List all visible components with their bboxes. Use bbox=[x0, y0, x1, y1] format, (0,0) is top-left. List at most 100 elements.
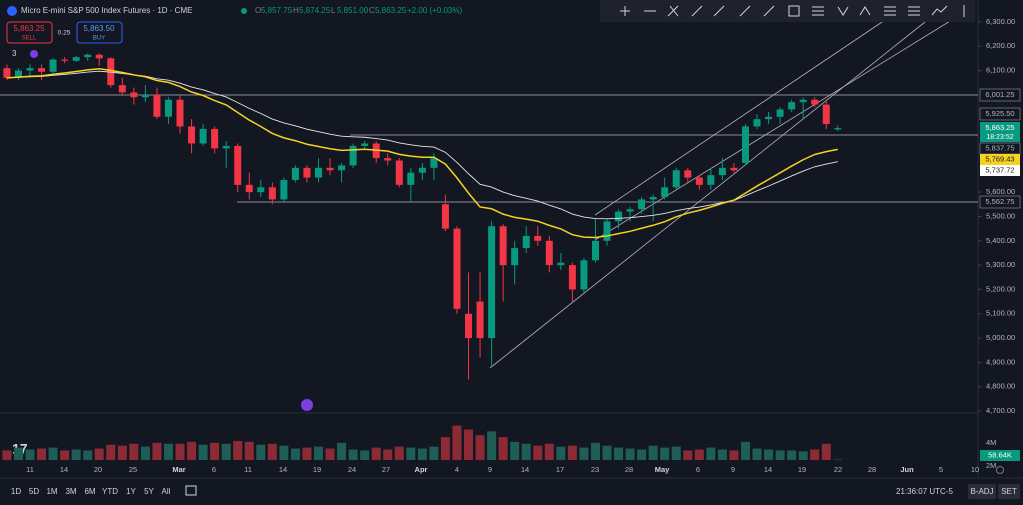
time-tick-label: 28 bbox=[868, 465, 876, 474]
candle-body bbox=[349, 145, 357, 166]
volume-current: 58.64K bbox=[988, 450, 1012, 459]
price-label: 5,562.75 bbox=[985, 197, 1014, 206]
price-label-box bbox=[979, 88, 1021, 102]
time-tick-label: 24 bbox=[348, 465, 356, 474]
candle-body bbox=[534, 235, 542, 241]
volume-bar bbox=[556, 446, 566, 460]
candle-body bbox=[141, 94, 149, 98]
adjust-button[interactable] bbox=[968, 484, 996, 499]
candle-body bbox=[268, 187, 276, 200]
ohlc-legend: O 5,857.75 H 5,874.25 L 5,851.00 C 5,863.25 +2.0… bbox=[255, 6, 462, 15]
candle-body bbox=[488, 226, 496, 339]
time-tick-label: 20 bbox=[94, 465, 102, 474]
volume-bar bbox=[152, 442, 162, 460]
volume-bar bbox=[94, 448, 104, 460]
tool-icon[interactable] bbox=[908, 6, 920, 16]
candle-body bbox=[522, 235, 530, 249]
candle-body bbox=[430, 158, 438, 168]
candle-body bbox=[615, 211, 623, 222]
price-label-box bbox=[979, 195, 1021, 209]
candle-body bbox=[776, 109, 784, 117]
event-marker[interactable] bbox=[301, 399, 313, 411]
volume-bar bbox=[256, 444, 266, 460]
tool-icon[interactable] bbox=[859, 6, 871, 16]
volume-bar bbox=[833, 459, 843, 460]
tool-icon[interactable] bbox=[620, 6, 630, 16]
time-tick-label: 28 bbox=[625, 465, 633, 474]
ohlc-value: 5,857.75 bbox=[261, 6, 293, 15]
price-tick-label: 6,100.00 bbox=[986, 66, 1015, 75]
tool-icon[interactable] bbox=[763, 5, 775, 17]
settings-button[interactable] bbox=[998, 484, 1020, 499]
candle-body bbox=[199, 128, 207, 144]
volume-bar bbox=[775, 450, 785, 460]
volume-bar bbox=[510, 441, 520, 460]
ma-slow-label: 5,737.72 bbox=[985, 165, 1014, 174]
volume-bar bbox=[279, 445, 289, 460]
volume-bar bbox=[314, 446, 323, 460]
tool-icon[interactable] bbox=[739, 5, 751, 17]
tool-icon[interactable] bbox=[713, 5, 725, 17]
candle-body bbox=[453, 228, 461, 309]
timeframe-button[interactable]: 1D bbox=[11, 487, 21, 496]
tool-icon[interactable] bbox=[667, 5, 679, 17]
volume-bar bbox=[360, 450, 370, 460]
time-tick-label: 9 bbox=[731, 465, 735, 474]
volume-bar bbox=[417, 448, 427, 460]
timeframe-button[interactable]: 1Y bbox=[126, 487, 136, 496]
volume-bar bbox=[567, 445, 577, 460]
market-status bbox=[241, 8, 247, 14]
candle-body bbox=[568, 265, 576, 290]
date-range-icon[interactable] bbox=[185, 485, 197, 496]
price-label: 6,001.25 bbox=[985, 90, 1014, 99]
volume-bar bbox=[198, 444, 208, 460]
tool-icon[interactable] bbox=[931, 5, 948, 16]
timeframe-button[interactable]: 5Y bbox=[144, 487, 154, 496]
price-tick-label: 5,100.00 bbox=[986, 309, 1015, 318]
axis-settings[interactable] bbox=[996, 466, 1004, 474]
time-tick-label: 19 bbox=[313, 465, 321, 474]
volume-bar bbox=[13, 447, 23, 460]
price-label-box bbox=[979, 107, 1021, 121]
volume-bar bbox=[302, 447, 312, 460]
candle-body bbox=[476, 301, 484, 339]
candle-body bbox=[14, 70, 22, 78]
volume-bar bbox=[810, 449, 820, 460]
time-tick-label: 14 bbox=[279, 465, 287, 474]
tool-icon[interactable] bbox=[788, 5, 800, 17]
candle-body bbox=[661, 187, 669, 198]
tool-icon[interactable] bbox=[884, 6, 896, 16]
price-tick-label: 4,800.00 bbox=[986, 382, 1015, 391]
tool-icon[interactable] bbox=[812, 6, 824, 16]
candle-body bbox=[315, 167, 322, 178]
sell-button[interactable] bbox=[6, 21, 53, 44]
price-label: 5,837.75 bbox=[985, 143, 1014, 152]
candle-body bbox=[799, 99, 807, 103]
ohlc-key: O bbox=[255, 6, 261, 15]
candle-body bbox=[672, 170, 680, 188]
indicator-count[interactable]: 3 bbox=[12, 49, 17, 58]
timeframe-button[interactable]: 5D bbox=[29, 487, 39, 496]
candle-body bbox=[257, 187, 265, 193]
time-tick-label: Mar bbox=[172, 465, 185, 474]
timeframe-button[interactable]: 6M bbox=[84, 487, 95, 496]
candle-body bbox=[707, 175, 715, 185]
volume-bar bbox=[452, 425, 462, 460]
timeframe-button[interactable]: 3M bbox=[65, 487, 76, 496]
sell-label: SELL bbox=[22, 36, 37, 42]
timeframe-button[interactable]: All bbox=[162, 487, 171, 496]
tool-icon[interactable] bbox=[691, 5, 703, 17]
price-tick-label: 5,500.00 bbox=[986, 211, 1015, 220]
volume-bar bbox=[2, 450, 12, 460]
timeframe-button[interactable]: 1M bbox=[46, 487, 57, 496]
candle-body bbox=[626, 209, 634, 212]
buy-button[interactable] bbox=[76, 21, 123, 44]
timeframe-button[interactable]: YTD bbox=[102, 487, 118, 496]
volume-bar bbox=[233, 440, 243, 460]
volume-bar bbox=[625, 448, 635, 460]
volume-bar bbox=[37, 448, 47, 460]
tool-icon[interactable] bbox=[837, 6, 849, 16]
ohlc-value: 5,863.25 bbox=[375, 6, 407, 15]
